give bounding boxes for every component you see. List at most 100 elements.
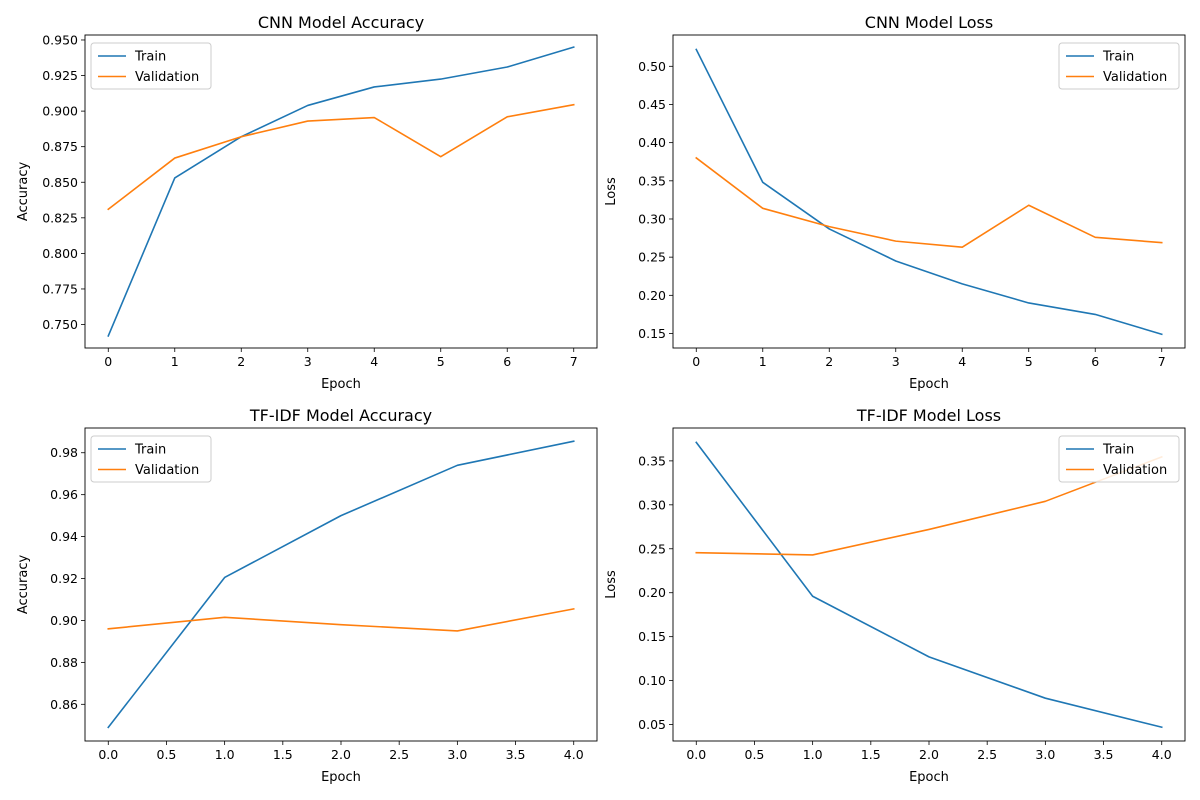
series-line-validation <box>107 607 575 632</box>
y-tick-label: 0.750 <box>42 317 78 332</box>
chart-title: CNN Model Accuracy <box>258 13 424 32</box>
y-axis-label: Accuracy <box>16 555 31 615</box>
y-tick-label: 0.900 <box>42 104 78 119</box>
legend-box <box>90 435 212 483</box>
y-tick-label: 0.10 <box>638 673 666 688</box>
x-tick-label: 3.5 <box>506 747 526 762</box>
y-axis-label: Accuracy <box>16 162 31 222</box>
legend-label: Validation <box>1103 463 1167 478</box>
x-tick-label: 1 <box>759 354 767 369</box>
x-tick-label: 2.0 <box>919 747 939 762</box>
y-tick-label: 0.925 <box>42 68 78 83</box>
series-line-train <box>695 441 1163 729</box>
y-tick-label: 0.20 <box>638 585 666 600</box>
series-line-train <box>107 440 575 729</box>
chart-panel: CNN Model Accuracy 0 1 2 3 4 5 6 7 0.750 0.775 0.80… <box>16 13 598 392</box>
y-tick-label: 0.94 <box>50 529 78 544</box>
chart-title: TF-IDF Model Accuracy <box>249 406 432 425</box>
x-tick-label: 5 <box>437 354 445 369</box>
y-tick-label: 0.25 <box>638 250 666 265</box>
x-tick-label: 0.0 <box>686 747 706 762</box>
x-tick-label: 4 <box>370 354 378 369</box>
chart-panel: CNN Model Loss 0 1 2 3 4 5 6 7 0.15 0.20 0.25 0.30 0.… <box>604 13 1186 392</box>
y-tick-label: 0.25 <box>638 541 666 556</box>
x-tick-label: 4 <box>958 354 966 369</box>
y-tick-label: 0.15 <box>638 629 666 644</box>
x-tick-label: 2.0 <box>331 747 351 762</box>
x-tick-label: 1.0 <box>803 747 823 762</box>
x-tick-label: 3.0 <box>447 747 467 762</box>
plot-frame <box>84 427 598 742</box>
x-tick-label: 6 <box>1091 354 1099 369</box>
y-tick-label: 0.30 <box>638 211 666 226</box>
y-tick-label: 0.96 <box>50 487 78 502</box>
x-tick-label: 5 <box>1025 354 1033 369</box>
legend: Train Validation <box>90 42 212 90</box>
x-axis-label: Epoch <box>321 377 361 392</box>
x-tick-label: 0.5 <box>157 747 177 762</box>
legend: Train Validation <box>90 435 212 483</box>
y-tick-label: 0.20 <box>638 288 666 303</box>
x-tick-label: 3.5 <box>1094 747 1114 762</box>
legend-label: Validation <box>135 463 199 478</box>
x-tick-label: 7 <box>570 354 578 369</box>
legend-label: Train <box>1102 443 1134 458</box>
legend: Train Validation <box>1058 42 1180 90</box>
legend-box <box>1058 42 1180 90</box>
chart-title: TF-IDF Model Loss <box>856 406 1001 425</box>
x-tick-label: 3 <box>304 354 312 369</box>
legend-label: Train <box>134 443 166 458</box>
y-tick-label: 0.15 <box>638 326 666 341</box>
series-line-validation <box>695 156 1163 249</box>
x-tick-label: 2.5 <box>977 747 997 762</box>
y-tick-label: 0.45 <box>638 97 666 112</box>
plot-frame <box>84 34 598 349</box>
legend-label: Validation <box>1103 70 1167 85</box>
y-tick-label: 0.35 <box>638 453 666 468</box>
x-tick-label: 0.5 <box>745 747 765 762</box>
x-axis-label: Epoch <box>909 377 949 392</box>
x-tick-label: 4.0 <box>1152 747 1172 762</box>
y-tick-label: 0.800 <box>42 246 78 261</box>
x-tick-label: 1.5 <box>861 747 881 762</box>
y-axis-label: Loss <box>604 177 619 206</box>
x-tick-label: 3 <box>892 354 900 369</box>
series-line-train <box>695 48 1163 336</box>
chart-panel: TF-IDF Model Accuracy 0.0 0.5 1.0 1.5 2.0 2.5 3… <box>16 406 598 785</box>
y-tick-label: 0.90 <box>50 613 78 628</box>
y-tick-label: 0.50 <box>638 59 666 74</box>
x-tick-label: 3.0 <box>1035 747 1055 762</box>
x-tick-label: 2 <box>237 354 245 369</box>
legend-label: Validation <box>135 70 199 85</box>
x-tick-label: 1.5 <box>273 747 293 762</box>
y-tick-label: 0.875 <box>42 139 78 154</box>
x-axis-label: Epoch <box>909 770 949 785</box>
x-tick-label: 1.0 <box>215 747 235 762</box>
y-tick-label: 0.825 <box>42 210 78 225</box>
y-tick-label: 0.92 <box>50 571 78 586</box>
plot-frame <box>672 427 1186 742</box>
x-tick-label: 0 <box>692 354 700 369</box>
y-tick-label: 0.98 <box>50 445 78 460</box>
legend: Train Validation <box>1058 435 1180 483</box>
legend-label: Train <box>1102 50 1134 65</box>
y-tick-label: 0.88 <box>50 655 78 670</box>
y-axis-label: Loss <box>604 570 619 599</box>
chart-title: CNN Model Loss <box>865 13 993 32</box>
legend-label: Train <box>134 50 166 65</box>
x-tick-label: 1 <box>171 354 179 369</box>
x-tick-label: 7 <box>1158 354 1166 369</box>
y-tick-label: 0.850 <box>42 175 78 190</box>
x-axis-label: Epoch <box>321 770 361 785</box>
y-tick-label: 0.775 <box>42 281 78 296</box>
y-tick-label: 0.40 <box>638 135 666 150</box>
x-tick-label: 0.0 <box>98 747 118 762</box>
x-tick-label: 2.5 <box>389 747 409 762</box>
x-tick-label: 4.0 <box>564 747 584 762</box>
series-line-train <box>107 46 575 337</box>
legend-box <box>1058 435 1180 483</box>
x-tick-label: 6 <box>503 354 511 369</box>
y-tick-label: 0.30 <box>638 497 666 512</box>
legend-box <box>90 42 212 90</box>
